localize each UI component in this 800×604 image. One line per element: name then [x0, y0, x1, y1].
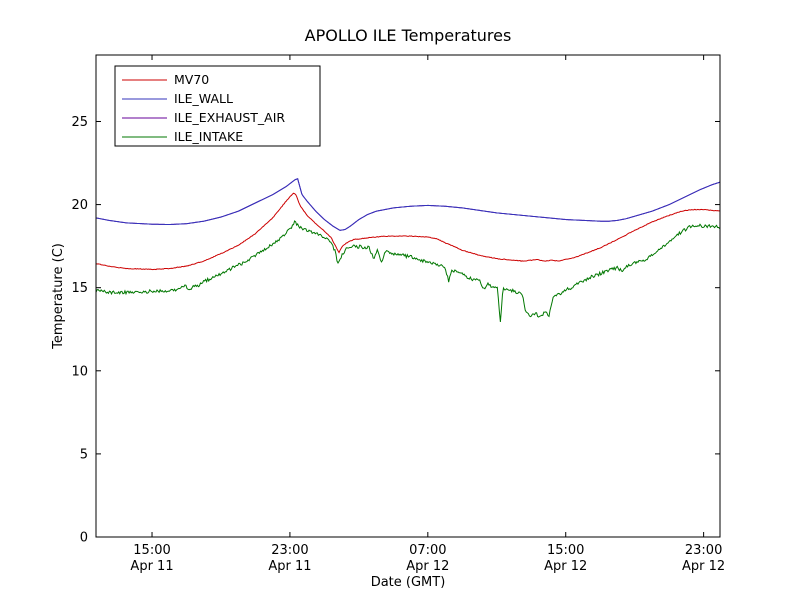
x-tick-label-time: 15:00 — [547, 543, 584, 558]
legend-label: MV70 — [174, 72, 209, 87]
series-line-ile_intake — [95, 220, 721, 322]
plot-frame — [95, 54, 721, 538]
x-tick-label-time: 15:00 — [133, 543, 170, 558]
y-tick-label: 0 — [80, 531, 88, 546]
x-tick-label-date: Apr 12 — [406, 559, 449, 574]
y-axis-label: Temperature (C) — [51, 243, 66, 350]
series-line-mv70 — [95, 192, 720, 271]
legend-label: ILE_WALL — [174, 91, 233, 106]
x-tick-label-date: Apr 12 — [682, 559, 725, 574]
series-line-ile_wall — [95, 178, 720, 231]
x-axis-label: Date (GMT) — [371, 575, 446, 590]
legend-label: ILE_INTAKE — [174, 129, 243, 144]
chart-title: APOLLO ILE Temperatures — [305, 26, 512, 45]
y-tick-label: 10 — [71, 364, 88, 379]
y-axis: 0 5 10 15 20 25 — [71, 115, 720, 546]
y-tick-label: 15 — [71, 281, 88, 296]
legend: MV70 ILE_WALL ILE_EXHAUST_AIR ILE_INTAKE — [114, 65, 321, 147]
legend-box — [114, 65, 321, 147]
x-tick-label-time: 23:00 — [685, 543, 722, 558]
y-tick-label: 20 — [71, 198, 88, 213]
y-tick-label: 25 — [71, 115, 88, 130]
x-tick-label-time: 23:00 — [271, 543, 308, 558]
x-tick-label-date: Apr 12 — [544, 559, 587, 574]
y-tick-label: 5 — [80, 447, 88, 462]
legend-label: ILE_EXHAUST_AIR — [174, 110, 285, 125]
x-tick-label-time: 07:00 — [409, 543, 446, 558]
x-tick-label-date: Apr 11 — [130, 559, 173, 574]
x-tick-label-date: Apr 11 — [268, 559, 311, 574]
